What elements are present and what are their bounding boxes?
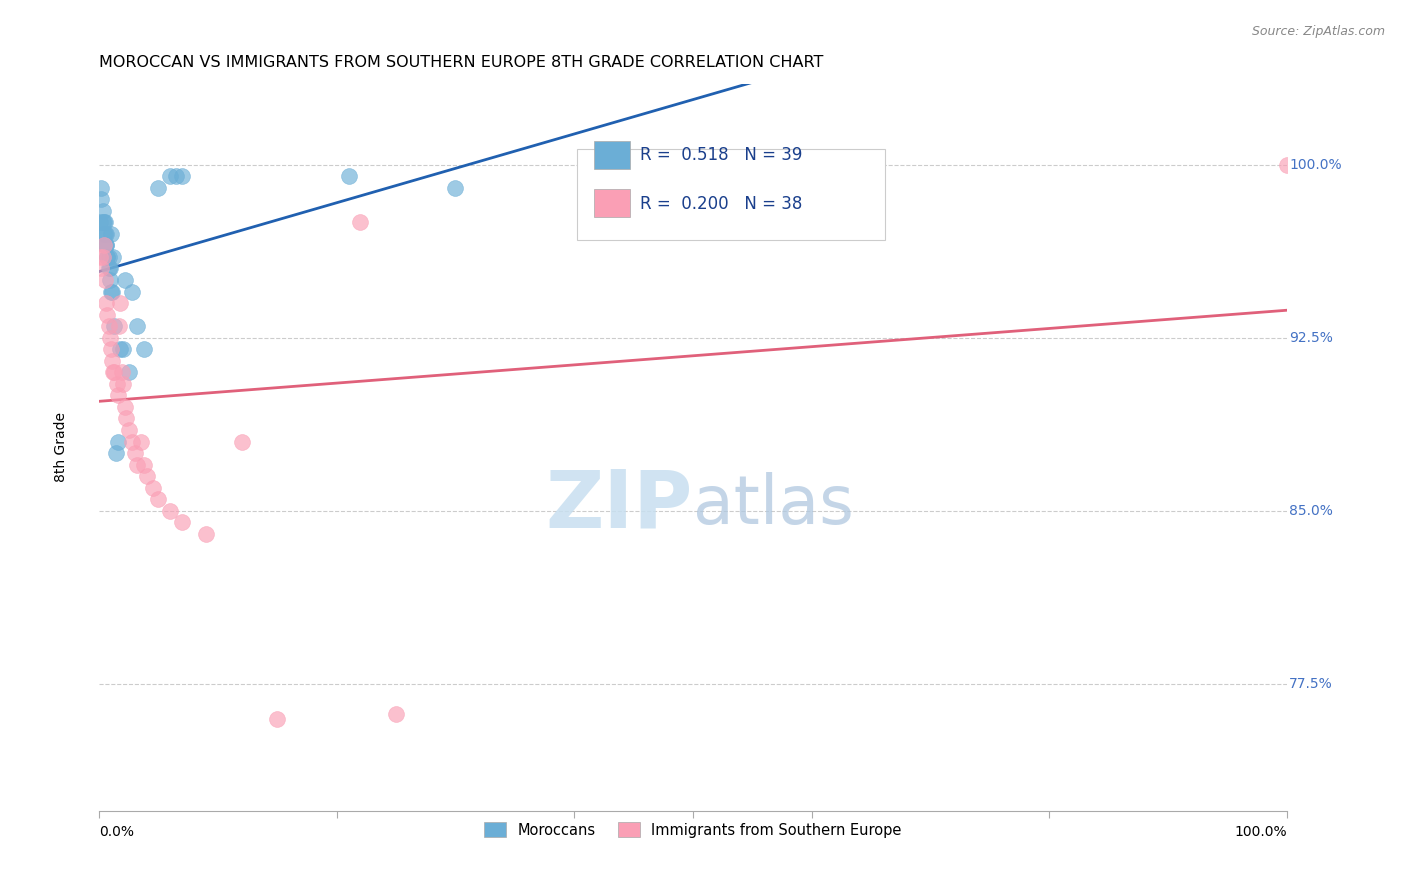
Point [103, 319, 125, 334]
Text: 100.0%: 100.0% [1234, 825, 1286, 838]
Text: R =  0.200   N = 38: R = 0.200 N = 38 [640, 194, 801, 213]
Point [125, 458, 148, 472]
Point [148, 492, 170, 507]
Point [91, 250, 114, 264]
Point [100, 285, 122, 299]
Point [114, 400, 136, 414]
Text: 92.5%: 92.5% [1289, 331, 1333, 344]
Point [90, 192, 112, 206]
Point [135, 469, 157, 483]
Point [98, 261, 121, 276]
Point [96, 296, 118, 310]
Point [121, 434, 143, 449]
Point [100, 343, 122, 357]
Point [108, 319, 131, 334]
Text: Source: ZipAtlas.com: Source: ZipAtlas.com [1251, 25, 1385, 38]
Point [97, 261, 120, 276]
FancyBboxPatch shape [576, 149, 886, 240]
Point [118, 365, 141, 379]
Text: atlas: atlas [693, 473, 853, 539]
Point [111, 343, 134, 357]
Point [124, 446, 146, 460]
Point [101, 285, 124, 299]
Text: 85.0%: 85.0% [1289, 504, 1333, 517]
Text: 0.0%: 0.0% [98, 825, 134, 838]
Point [121, 285, 143, 299]
Point [98, 331, 121, 345]
Point [107, 434, 129, 449]
Point [1275, 158, 1298, 172]
Point [104, 446, 127, 460]
Point [172, 169, 194, 183]
FancyBboxPatch shape [595, 189, 630, 217]
Point [111, 376, 134, 391]
Point [94, 273, 117, 287]
Point [103, 365, 125, 379]
Point [91, 215, 114, 229]
Point [266, 712, 288, 726]
Point [103, 250, 125, 264]
Point [385, 706, 408, 721]
Point [94, 238, 117, 252]
Point [110, 296, 132, 310]
Point [89, 250, 111, 264]
Point [337, 169, 360, 183]
Point [134, 458, 156, 472]
Text: 100.0%: 100.0% [1289, 158, 1341, 171]
Point [96, 250, 118, 264]
Point [118, 423, 141, 437]
Point [349, 215, 371, 229]
Legend: Moroccans, Immigrants from Southern Europe: Moroccans, Immigrants from Southern Euro… [478, 816, 908, 844]
Point [231, 434, 253, 449]
Point [94, 215, 117, 229]
Point [110, 343, 132, 357]
Point [141, 481, 163, 495]
Point [96, 250, 118, 264]
Point [91, 203, 114, 218]
Point [93, 238, 115, 252]
Point [125, 319, 148, 334]
Point [115, 411, 138, 425]
Point [111, 365, 134, 379]
Point [444, 180, 467, 194]
Point [93, 215, 115, 229]
Point [194, 527, 217, 541]
Text: ZIP: ZIP [546, 467, 693, 544]
Point [98, 273, 121, 287]
Text: 77.5%: 77.5% [1289, 677, 1333, 691]
Point [107, 388, 129, 402]
Point [97, 319, 120, 334]
Point [96, 238, 118, 252]
Text: 8th Grade: 8th Grade [53, 412, 67, 483]
Point [90, 180, 112, 194]
Point [93, 227, 115, 241]
Point [129, 434, 152, 449]
Point [94, 227, 117, 241]
FancyBboxPatch shape [595, 141, 630, 169]
Point [101, 353, 124, 368]
Point [114, 273, 136, 287]
Text: MOROCCAN VS IMMIGRANTS FROM SOUTHERN EUROPE 8TH GRADE CORRELATION CHART: MOROCCAN VS IMMIGRANTS FROM SOUTHERN EUR… [98, 55, 824, 70]
Text: R =  0.518   N = 39: R = 0.518 N = 39 [640, 146, 801, 164]
Point [134, 343, 156, 357]
Point [165, 169, 187, 183]
Point [103, 365, 125, 379]
Point [96, 238, 118, 252]
Point [100, 227, 122, 241]
Point [96, 227, 118, 241]
Point [159, 504, 181, 518]
Point [105, 376, 128, 391]
Point [97, 250, 120, 264]
Point [90, 261, 112, 276]
Point [96, 308, 118, 322]
Point [159, 169, 181, 183]
Point [89, 215, 111, 229]
Point [148, 180, 170, 194]
Point [172, 516, 194, 530]
